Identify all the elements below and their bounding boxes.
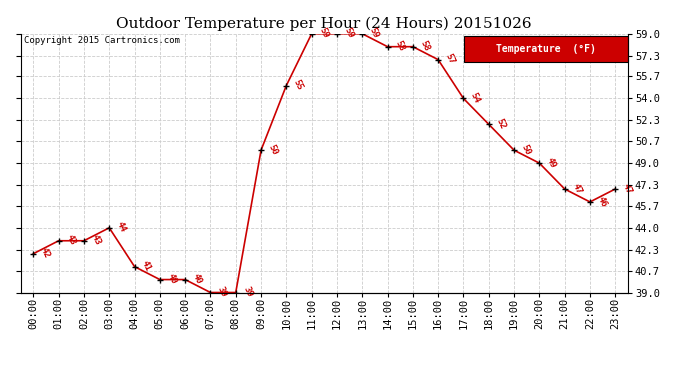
Text: 54: 54 xyxy=(469,91,482,105)
Text: 58: 58 xyxy=(393,39,406,53)
Text: 57: 57 xyxy=(444,52,456,66)
Text: 50: 50 xyxy=(520,143,532,156)
Text: 59: 59 xyxy=(317,26,330,40)
Text: 52: 52 xyxy=(494,117,507,130)
Text: Copyright 2015 Cartronics.com: Copyright 2015 Cartronics.com xyxy=(23,36,179,45)
Text: 40: 40 xyxy=(190,272,204,286)
Text: 41: 41 xyxy=(140,259,152,273)
Text: 55: 55 xyxy=(292,78,304,92)
Text: 47: 47 xyxy=(621,182,633,195)
Title: Outdoor Temperature per Hour (24 Hours) 20151026: Outdoor Temperature per Hour (24 Hours) … xyxy=(117,17,532,31)
Text: Temperature  (°F): Temperature (°F) xyxy=(496,44,596,54)
Text: 49: 49 xyxy=(545,156,558,169)
Text: 59: 59 xyxy=(342,26,355,40)
Text: 40: 40 xyxy=(166,272,178,286)
Text: 42: 42 xyxy=(39,246,52,260)
Text: 46: 46 xyxy=(595,195,608,208)
Text: 39: 39 xyxy=(216,285,228,298)
Text: 50: 50 xyxy=(266,143,279,156)
Text: 39: 39 xyxy=(241,285,254,298)
Text: 59: 59 xyxy=(368,26,380,40)
Bar xyxy=(464,36,628,62)
Text: 47: 47 xyxy=(570,182,583,195)
Text: 58: 58 xyxy=(418,39,431,53)
Text: 44: 44 xyxy=(115,220,128,234)
Text: 43: 43 xyxy=(64,233,77,247)
Text: 43: 43 xyxy=(90,233,102,247)
